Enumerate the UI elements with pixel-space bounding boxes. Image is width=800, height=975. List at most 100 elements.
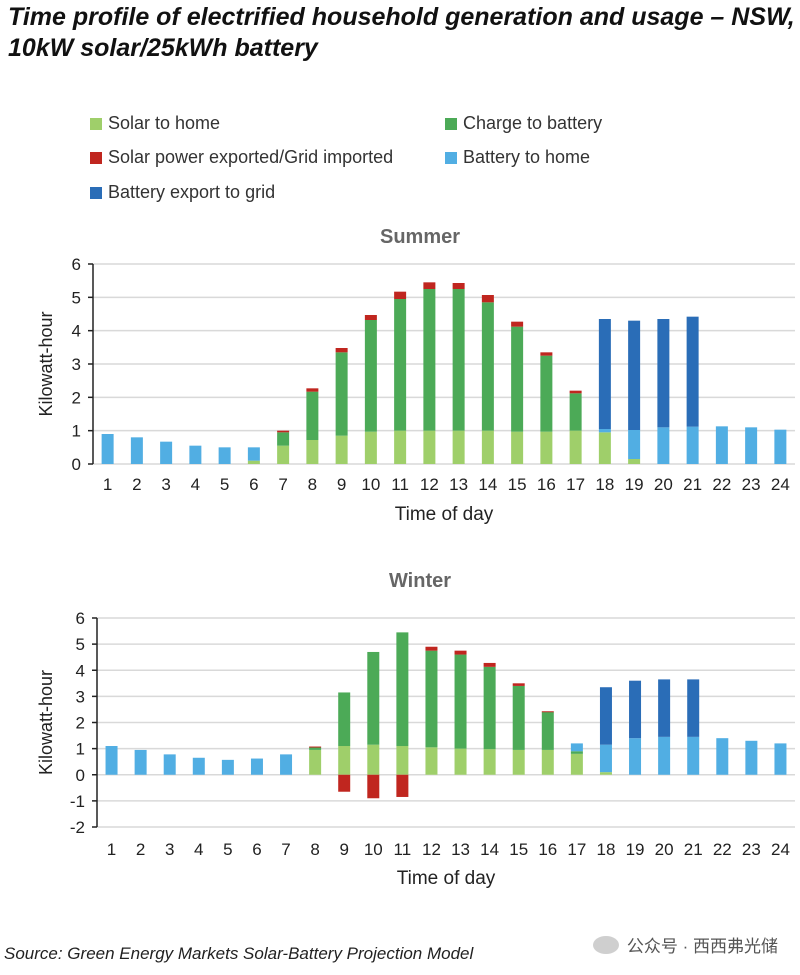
winter-bar-battery-to-home-17 bbox=[570, 743, 583, 752]
legend-swatch bbox=[90, 186, 102, 199]
winter-bar-battery-to-home-24 bbox=[774, 743, 787, 775]
winter-bar-solar-to-home-8 bbox=[309, 749, 322, 775]
summer-bar-battery-export-to-grid-19 bbox=[628, 320, 641, 430]
summer-bar-solar-power-exported-grid-imported-8 bbox=[306, 388, 319, 392]
summer-bar-charge-to-battery-14 bbox=[481, 302, 494, 431]
winter-x-axis-title: Time of day bbox=[397, 868, 496, 889]
winter-xtick-label: 21 bbox=[684, 840, 703, 859]
winter-bar-battery-to-home-18 bbox=[599, 744, 612, 773]
summer-ytick-label: 3 bbox=[72, 355, 81, 374]
winter-xtick-label: 18 bbox=[596, 840, 615, 859]
summer-xtick-label: 12 bbox=[420, 475, 439, 494]
summer-bar-charge-to-battery-10 bbox=[364, 320, 377, 432]
summer-bar-solar-power-exported-grid-imported-11 bbox=[394, 291, 407, 299]
legend-label: Solar to home bbox=[108, 113, 221, 133]
summer-title: Summer bbox=[379, 226, 461, 248]
winter-bar-charge-to-battery-16 bbox=[541, 712, 554, 750]
wechat-logo-icon bbox=[592, 935, 619, 954]
winter-xtick-label: 11 bbox=[394, 840, 412, 859]
summer-ytick-label: 0 bbox=[72, 455, 81, 474]
summer-bar-solar-power-exported-grid-imported-16 bbox=[540, 352, 553, 356]
winter-xtick-label: 12 bbox=[422, 840, 441, 859]
summer-bar-battery-export-to-grid-21 bbox=[686, 316, 699, 427]
winter-bar-solar-power-exported-grid-imported-10 bbox=[367, 774, 380, 799]
summer-xtick-label: 19 bbox=[625, 475, 644, 494]
winter-bar-solar-to-home-17 bbox=[570, 753, 583, 775]
summer-bar-solar-to-home-16 bbox=[540, 431, 553, 464]
watermark-text: 公众号 · 西西弗光储 bbox=[626, 937, 778, 956]
winter-bar-battery-to-home-2 bbox=[134, 749, 147, 775]
winter-xtick-label: 23 bbox=[742, 840, 761, 859]
winter-xtick-label: 5 bbox=[223, 840, 232, 859]
summer-bar-charge-to-battery-16 bbox=[540, 355, 553, 432]
winter-ytick-label: -1 bbox=[70, 792, 85, 811]
summer-bar-battery-to-home-20 bbox=[657, 427, 670, 464]
winter-ytick-label: 1 bbox=[76, 740, 85, 759]
summer-bar-battery-to-home-4 bbox=[189, 445, 202, 464]
winter-bar-solar-to-home-11 bbox=[396, 746, 409, 775]
winter-ytick-label: 0 bbox=[76, 766, 85, 785]
winter-bar-solar-power-exported-grid-imported-15 bbox=[512, 683, 525, 686]
watermark: 公众号 · 西西弗光储 bbox=[592, 932, 778, 957]
winter-bar-charge-to-battery-11 bbox=[396, 632, 409, 747]
winter-bar-solar-power-exported-grid-imported-11 bbox=[396, 774, 409, 797]
winter-bar-charge-to-battery-15 bbox=[512, 685, 525, 750]
summer-bar-battery-to-home-18 bbox=[598, 429, 611, 433]
summer-bar-solar-to-home-14 bbox=[481, 430, 494, 464]
summer-bar-solar-power-exported-grid-imported-14 bbox=[481, 295, 494, 303]
summer-xtick-label: 15 bbox=[508, 475, 527, 494]
winter-bar-battery-to-home-7 bbox=[280, 754, 293, 775]
summer-bar-battery-to-home-5 bbox=[218, 447, 231, 464]
winter-ytick-label: 5 bbox=[76, 635, 85, 654]
winter-bar-battery-to-home-6 bbox=[250, 758, 263, 775]
summer-bar-solar-power-exported-grid-imported-12 bbox=[423, 282, 436, 289]
summer-bar-solar-to-home-8 bbox=[306, 440, 319, 464]
winter-bar-solar-to-home-12 bbox=[425, 747, 438, 775]
summer-xtick-label: 22 bbox=[712, 475, 731, 494]
summer-xtick-label: 10 bbox=[361, 475, 380, 494]
winter-bar-charge-to-battery-12 bbox=[425, 650, 438, 748]
legend-label: Solar power exported/Grid imported bbox=[108, 147, 394, 167]
summer-xtick-label: 23 bbox=[742, 475, 761, 494]
summer-bar-solar-to-home-7 bbox=[277, 445, 290, 464]
winter-bar-solar-to-home-14 bbox=[483, 749, 496, 775]
winter-bar-battery-to-home-20 bbox=[658, 736, 671, 775]
winter-bar-solar-power-exported-grid-imported-14 bbox=[483, 662, 496, 667]
summer-bar-solar-to-home-13 bbox=[452, 430, 465, 464]
summer-xtick-label: 20 bbox=[654, 475, 673, 494]
winter-bar-solar-to-home-16 bbox=[541, 749, 554, 775]
summer-xtick-label: 17 bbox=[566, 475, 585, 494]
legend-label: Battery export to grid bbox=[108, 182, 276, 202]
winter-bar-battery-export-to-grid-20 bbox=[658, 679, 671, 737]
summer-ytick-label: 5 bbox=[72, 288, 81, 307]
legend-battery-export: Battery export to grid bbox=[90, 182, 275, 203]
summer-bar-solar-power-exported-grid-imported-17 bbox=[569, 390, 582, 394]
summer-xtick-label: 14 bbox=[478, 475, 497, 494]
winter-bar-charge-to-battery-9 bbox=[338, 692, 351, 747]
legend-solar-to-home: Solar to home bbox=[90, 113, 220, 134]
summer-bar-battery-export-to-grid-18 bbox=[598, 319, 611, 429]
winter-xtick-label: 7 bbox=[281, 840, 290, 859]
winter-xtick-label: 20 bbox=[655, 840, 674, 859]
summer-ytick-label: 6 bbox=[72, 255, 81, 274]
summer-bar-charge-to-battery-12 bbox=[423, 289, 436, 431]
winter-bar-charge-to-battery-10 bbox=[367, 651, 380, 745]
summer-bar-charge-to-battery-17 bbox=[569, 393, 582, 431]
winter-bar-battery-export-to-grid-18 bbox=[599, 687, 612, 745]
winter-bar-battery-to-home-5 bbox=[221, 759, 234, 775]
summer-bar-battery-to-home-1 bbox=[101, 434, 114, 464]
winter-xtick-label: 2 bbox=[136, 840, 145, 859]
summer-bar-battery-to-home-23 bbox=[745, 427, 758, 464]
source-note: Source: Green Energy Markets Solar-Batte… bbox=[4, 944, 474, 963]
winter-bar-battery-export-to-grid-19 bbox=[629, 680, 642, 739]
winter-bar-solar-to-home-13 bbox=[454, 748, 467, 775]
winter-bar-battery-to-home-1 bbox=[105, 746, 118, 775]
summer-bar-solar-power-exported-grid-imported-7 bbox=[277, 430, 290, 433]
summer-xtick-label: 4 bbox=[191, 475, 200, 494]
summer-bar-solar-to-home-19 bbox=[628, 459, 641, 464]
winter-xtick-label: 6 bbox=[252, 840, 261, 859]
winter-bar-solar-power-exported-grid-imported-13 bbox=[454, 650, 467, 655]
winter-bar-solar-power-exported-grid-imported-8 bbox=[309, 746, 322, 748]
winter-xtick-label: 24 bbox=[771, 840, 790, 859]
